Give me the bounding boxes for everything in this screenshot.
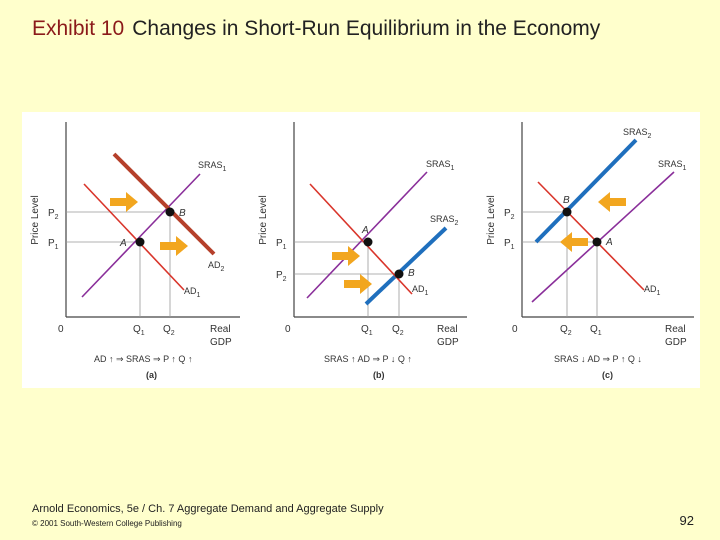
shift-arrow-upper — [598, 192, 626, 212]
slide-title: Exhibit 10 Changes in Short-Run Equilibri… — [32, 17, 600, 41]
panel-label: (a) — [146, 370, 157, 380]
point-b-label: B — [179, 208, 186, 219]
x-axis-label-1: Real — [665, 324, 686, 335]
sras1-label: SRAS1 — [198, 160, 227, 173]
x-axis-label-1: Real — [210, 324, 231, 335]
point-a-label: A — [361, 225, 369, 236]
y-axis-label: Price Level — [30, 195, 41, 244]
sras1-curve — [81, 173, 201, 298]
quantity-label-q1: Q1 — [133, 324, 145, 337]
point-b — [394, 269, 404, 279]
ad1-label: AD1 — [184, 286, 201, 299]
point-a — [363, 237, 373, 247]
point-a-label: A — [119, 238, 127, 249]
panel-caption: SRAS ↑ AD ⇒ P ↓ Q ↑ — [324, 354, 412, 364]
price-label-p2: P2 — [504, 208, 515, 221]
price-label-p1: P1 — [48, 238, 59, 251]
sras1-label: SRAS1 — [426, 159, 455, 172]
origin-label: 0 — [285, 324, 291, 335]
sras2-label: SRAS2 — [430, 214, 459, 227]
point-b-label: B — [563, 195, 570, 206]
sras2-curve — [364, 226, 448, 306]
ad1-curve — [537, 181, 645, 291]
origin-label: 0 — [58, 324, 64, 335]
x-axis-label-2: GDP — [437, 337, 459, 348]
ad2-curve — [112, 152, 216, 256]
sras1-label: SRAS1 — [658, 159, 687, 172]
sras2-label: SRAS2 — [623, 127, 652, 140]
shift-arrow-lower — [344, 274, 372, 294]
shift-arrow-lower — [560, 232, 588, 252]
y-axis-label: Price Level — [486, 195, 497, 244]
point-a-label: A — [605, 237, 613, 248]
quantity-label-q1: Q1 — [590, 324, 602, 337]
point-b — [165, 207, 175, 217]
price-label-p1: P1 — [504, 238, 515, 251]
y-axis-label: Price Level — [258, 195, 269, 244]
price-label-p2: P2 — [276, 270, 287, 283]
sras2-curve — [534, 138, 638, 244]
panel-caption: AD ↑ ⇒ SRAS ⇒ P ↑ Q ↑ — [94, 354, 192, 364]
x-axis-label-2: GDP — [665, 337, 687, 348]
footer-source: Arnold Economics, 5e / Ch. 7 Aggregate D… — [32, 503, 384, 515]
price-label-p1: P1 — [276, 238, 287, 251]
footer-copyright: © 2001 South-Western College Publishing — [32, 519, 182, 528]
panel-a: Price Level 0 Real GDP P2 P1 Q1 Q2 SRAS1… — [30, 122, 240, 380]
shift-arrow-upper — [332, 246, 360, 266]
quantity-label-q1: Q1 — [361, 324, 373, 337]
point-a — [592, 237, 602, 247]
shift-arrow-lower — [160, 236, 188, 256]
x-axis-label-2: GDP — [210, 337, 232, 348]
panel-b: Price Level 0 Real GDP P1 P2 Q1 Q2 SRAS1… — [258, 122, 467, 380]
page-number: 92 — [679, 513, 694, 528]
point-b — [562, 207, 572, 217]
panel-label: (b) — [373, 370, 385, 380]
panel-caption: SRAS ↓ AD ⇒ P ↑ Q ↓ — [554, 354, 642, 364]
quantity-label-q2: Q2 — [392, 324, 404, 337]
ad1-label: AD1 — [644, 284, 661, 297]
sras1-curve — [531, 171, 675, 303]
point-b-label: B — [408, 268, 415, 279]
figure-panel: Price Level 0 Real GDP P2 P1 Q1 Q2 SRAS1… — [22, 112, 700, 388]
ad1-label: AD1 — [412, 284, 429, 297]
price-label-p2: P2 — [48, 208, 59, 221]
diagram-svg: Price Level 0 Real GDP P2 P1 Q1 Q2 SRAS1… — [30, 122, 694, 380]
exhibit-label: Exhibit 10 — [32, 17, 125, 40]
ad1-curve — [83, 183, 185, 291]
point-a — [135, 237, 145, 247]
shift-arrow-upper — [110, 192, 138, 212]
origin-label: 0 — [512, 324, 518, 335]
quantity-label-q2: Q2 — [163, 324, 175, 337]
title-text: Changes in Short-Run Equilibrium in the … — [132, 17, 601, 40]
panel-label: (c) — [602, 370, 613, 380]
panel-c: Price Level 0 Real GDP P2 P1 Q2 Q1 SRAS2… — [486, 122, 694, 380]
ad2-label: AD2 — [208, 260, 225, 273]
sras1-curve — [306, 171, 428, 299]
x-axis-label-1: Real — [437, 324, 458, 335]
quantity-label-q2: Q2 — [560, 324, 572, 337]
